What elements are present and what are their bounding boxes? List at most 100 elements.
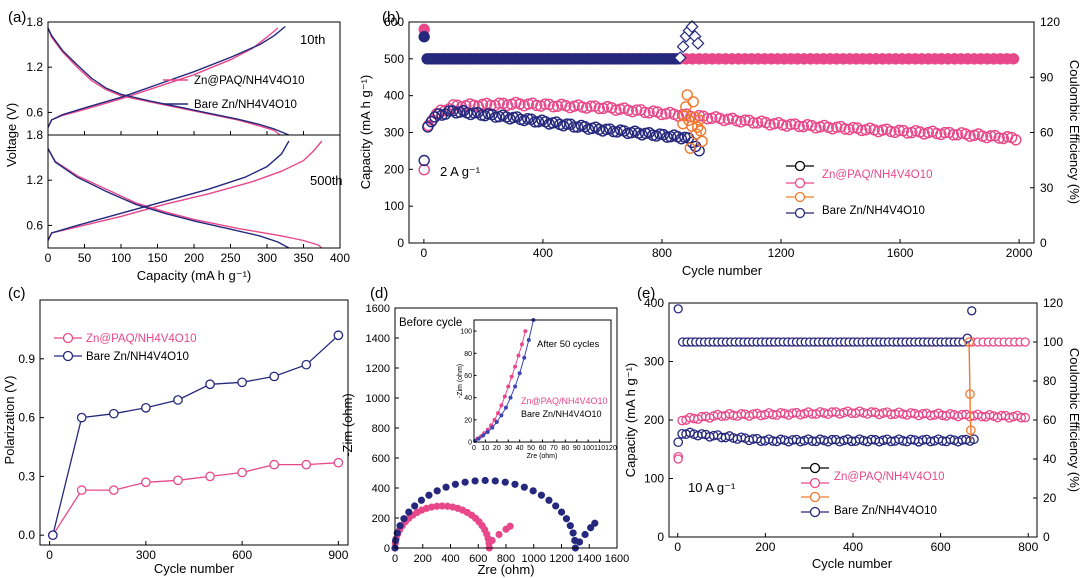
inset-y-tick-label: 40 [464,395,472,402]
x-tick-label: 1600 [605,553,629,565]
y-tick-label: 1.8 [26,15,43,29]
y-tick-label: 120 [1040,15,1060,29]
inset-point [523,329,528,334]
nyquist-point [451,480,460,488]
capacity-point [522,98,535,110]
capacity-point [855,124,868,137]
capacity-point [785,118,797,130]
y-tick-label: 80 [1043,374,1057,388]
capacity-point [630,104,643,116]
y-axis-title: Polarization (V) [2,376,17,465]
capacity-point [418,154,430,167]
y-tick-label: 300 [384,126,404,140]
capacity-point [885,125,897,138]
capacity-point [693,114,705,126]
rate-annotation: 10 A g⁻¹ [688,480,736,495]
series-zn-paq-nh4v4o10-ce [673,337,1030,464]
y-tick-label: 600 [372,453,390,465]
legend-label: Bare Zn/NH4V4O10 [834,505,937,517]
inset-y-axis-title: -Zim (ohm) [457,364,464,398]
inset-x-tick-label: 20 [493,445,501,452]
capacity-point [525,113,538,125]
y-tick-label: 600 [384,15,404,29]
polarization-series-paq [47,457,344,541]
voltage-curve-paq-charge [47,140,323,241]
x-tick-label: 50 [78,251,92,265]
capacity-point [993,132,1005,144]
x-tick-label: 800 [1018,540,1038,554]
x-tick-label: 0 [392,553,398,565]
capacity-point [684,142,696,154]
capacity-point [876,124,889,136]
capacity-point [839,123,851,135]
x-tick-label: 600 [931,540,951,554]
inset-x-tick-label: 120 [605,445,617,452]
nyquist-point [511,480,519,488]
y-tick-label: 120 [1043,296,1063,310]
inset-point [499,413,504,418]
x-tick-label: 100 [111,251,131,265]
polarization-point [173,475,183,486]
polarization-point [237,377,247,388]
x-tick-label: 1200 [768,246,795,260]
y-tick-label: 200 [644,413,664,427]
polarization-point [108,408,119,419]
inset-y-tick-label: 60 [464,373,472,380]
polarization-line [52,334,339,536]
inset-legend-label: Zn@PAQ/NH4V4O10 [521,396,608,406]
legend-label: Zn@PAQ/NH4V4O10 [194,75,305,87]
capacity-point [681,89,693,101]
nyquist-point [520,483,528,491]
capacity-point [830,121,843,133]
y-axis-title: Voltage (V) [4,103,19,167]
voltage-curve-bare-charge [47,25,286,128]
polarization-point [301,359,312,370]
x-axis-title: Zre (ohm) [477,562,534,577]
capacity-point [539,98,551,110]
polarization-point [173,395,183,405]
capacity-point [639,106,651,119]
legend-marker [794,160,806,172]
y-tick-label: 60 [1043,413,1057,427]
x-tick-label: 300 [257,251,277,265]
y-tick-label: 400 [644,296,664,310]
inset-x-tick-label: 110 [594,445,605,452]
nyquist-point [400,515,408,523]
inset-point [485,430,490,435]
inset-x-tick-label: 10 [482,445,490,452]
after-cycles-annotation: After 50 cycles [537,339,600,350]
panel-label: (d) [370,285,388,302]
legend-label: Zn@PAQ/NH4V4O10 [834,471,945,483]
capacity-point [443,105,455,117]
series-bare-zn-nh4v4o10-capacity [418,105,705,167]
capacity-point [655,108,668,121]
capacity-point [696,135,708,147]
inset-point [503,405,508,410]
capacity-point [522,113,534,125]
nyquist-series-bare [391,476,599,552]
panel-label: (e) [637,285,655,302]
y-tick-label: 0 [1043,530,1050,544]
inset-point [513,364,518,369]
capacity-point [673,437,684,448]
transition-line [968,342,972,441]
chart-frames-layer [39,21,1038,549]
legend-label: Zn@PAQ/NH4V4O10 [86,333,197,345]
capacity-point [1020,412,1031,423]
y-tick-label: 1000 [366,393,390,405]
capacity-point [964,130,976,142]
y-axis-title-right: Coulombic Efficiency (%) [1067,348,1080,492]
capacity-point [810,122,822,134]
y-tick-label: 400 [372,483,390,495]
polarization-point [237,467,247,478]
nyquist-point [506,522,514,530]
inset-series-bare [473,318,536,443]
ce-point [673,304,683,314]
legend-marker [809,477,821,489]
y-tick-label: 0 [384,543,390,555]
chart-text-layer: (a) 0.6 1.2 1.8 10th Zn@PAQ/NH4V4O10 Bare Zn/N… [2,9,1080,577]
y-tick-label: 500 [384,52,404,66]
legend-marker [809,491,821,503]
nyquist-point [581,530,589,539]
